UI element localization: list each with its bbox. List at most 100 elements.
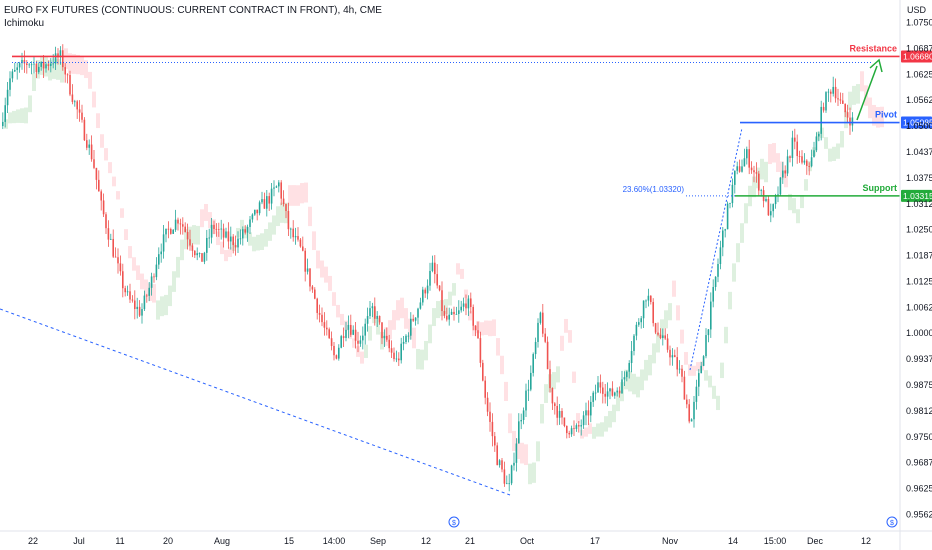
candle-body (664, 335, 666, 339)
candle-body (287, 211, 290, 230)
cloud-segment (168, 285, 172, 307)
candle-body (582, 415, 585, 426)
candle-body (122, 271, 124, 289)
candle-body (299, 239, 302, 247)
cloud-segment (784, 170, 788, 188)
candle-body (486, 397, 489, 412)
candle-body (174, 219, 177, 230)
time-axis[interactable]: 22 Jul 11 20 Aug 15 14:00 Sep 12 21 Oct 17 Nov 14 15:0… (28, 536, 871, 546)
y-tick-label: 0.95625 (906, 509, 932, 519)
cloud-segment (560, 335, 564, 351)
candle-body (405, 335, 407, 342)
candle-body (215, 228, 218, 230)
candle-body (194, 250, 196, 256)
candle-body (594, 392, 597, 394)
plot-area[interactable] (0, 0, 900, 530)
candle-body (352, 329, 354, 335)
cloud-segment (804, 179, 808, 191)
cloud-segment (16, 109, 20, 123)
candle-body (450, 311, 453, 315)
indicator-label[interactable]: Ichimoku (4, 18, 45, 29)
candle-body (626, 371, 628, 378)
candle-body (633, 335, 635, 352)
cloud-segment (116, 191, 120, 200)
cloud-segment (844, 110, 848, 129)
cloud-segment (636, 376, 640, 398)
cloud-segment (604, 416, 608, 432)
cloud-segment (140, 273, 144, 290)
cloud-segment (496, 338, 500, 356)
cloud-segment (580, 429, 584, 439)
cloud-segment (28, 95, 32, 113)
cloud-segment (412, 327, 416, 349)
candle-body (273, 187, 275, 189)
impulse-dotted-line (689, 127, 743, 371)
cloud-segment (404, 308, 408, 329)
candle-body (45, 64, 47, 69)
support-price-text: 1.03315 (903, 191, 932, 201)
event-icon[interactable]: $ (886, 516, 898, 528)
candle-body (834, 86, 837, 99)
event-markers[interactable]: $ $ (448, 516, 898, 528)
candle-body (362, 335, 364, 341)
resistance-label: Resistance (849, 43, 897, 53)
candle-body (743, 158, 746, 167)
candle-body (16, 67, 18, 71)
candle-body (386, 335, 388, 340)
cloud-segment (648, 354, 652, 376)
candle-body (544, 333, 546, 342)
cloud-segment (732, 263, 736, 282)
cloud-segment (576, 413, 580, 424)
candle-body (518, 421, 520, 444)
candle-body (770, 211, 772, 216)
candle-body (237, 238, 239, 248)
candle-body (717, 263, 719, 277)
candle-body (700, 365, 702, 374)
candle-body (438, 285, 441, 291)
candle-body (64, 67, 66, 75)
candle-body (318, 312, 321, 315)
cloud-segment (868, 97, 872, 119)
drawings: Resistance 1.06680 Pivot 1.05085 Support 1.03… (0, 43, 932, 496)
cloud-segment (228, 247, 232, 257)
candle-body (419, 302, 422, 309)
candle-body (611, 388, 614, 396)
candle-body (220, 228, 222, 230)
cloud-segment (4, 119, 8, 129)
cloud-segment (836, 143, 840, 159)
candle-body (4, 105, 6, 122)
y-tick-label: 1.05000 (906, 121, 932, 131)
candle-body (155, 264, 158, 278)
x-tick-label: Jul (73, 536, 85, 546)
candle-body (652, 301, 654, 324)
candle-body (9, 78, 11, 90)
candle-body (818, 133, 820, 137)
cloud-segment (628, 371, 632, 392)
candle-body (165, 228, 167, 235)
candle-body (316, 298, 318, 313)
cloud-segment (48, 60, 52, 81)
candle-body (638, 322, 640, 325)
cloud-segment (180, 239, 184, 261)
candle-body (808, 166, 810, 167)
cloud-segment (552, 372, 556, 390)
candle-body (83, 119, 86, 141)
candle-body (146, 295, 148, 297)
candle-body (674, 355, 676, 358)
cloud-segment (96, 113, 100, 129)
cloud-segment (84, 60, 88, 79)
event-icon[interactable]: $ (448, 516, 460, 528)
candle-body (820, 106, 822, 134)
event-circle (448, 516, 460, 528)
cloud-segment (780, 161, 784, 180)
cloud-segment (796, 209, 800, 224)
candle-body (285, 204, 287, 212)
candle-body (381, 322, 383, 339)
candle-body (105, 214, 107, 229)
cloud-segment (772, 143, 776, 163)
cloud-segment (800, 195, 804, 209)
candle-body (542, 312, 544, 334)
